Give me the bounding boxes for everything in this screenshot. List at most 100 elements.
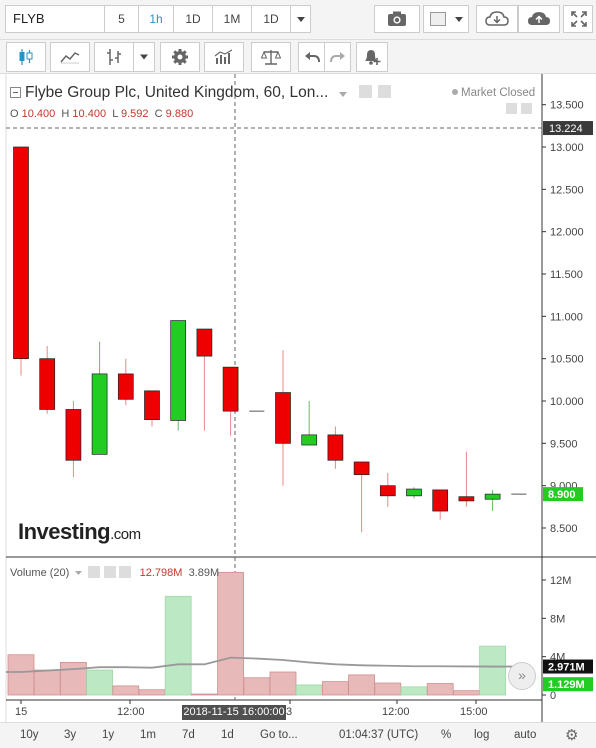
fullscreen-icon (571, 11, 587, 27)
chevron-down-icon (140, 54, 148, 60)
x-label: 15:00 (460, 706, 488, 718)
upload-cloud-button[interactable] (518, 5, 560, 33)
volume-bar (452, 690, 480, 696)
line-chart-icon (60, 52, 80, 64)
settings-small-icon[interactable] (378, 85, 392, 98)
candle-body (379, 485, 396, 497)
interval-dropdown[interactable] (290, 5, 311, 33)
auto-toggle[interactable]: auto (514, 729, 537, 741)
candle-body (275, 392, 291, 444)
ohlc-bar-icon (107, 49, 121, 65)
alert-button[interactable] (356, 42, 388, 72)
interval-1d[interactable]: 1D (173, 5, 213, 33)
price-tick-label: 11.000 (550, 311, 583, 323)
interval-1m[interactable]: 1M (212, 5, 252, 33)
redo-icon (329, 52, 345, 63)
settings-button[interactable] (160, 42, 200, 72)
range-1d[interactable]: 1d (221, 729, 234, 741)
range-3y[interactable]: 3y (64, 729, 77, 741)
candle-body (39, 358, 56, 410)
price-chart[interactable]: 13.500 13.000 12.500 12.000 11.500 11.000 10.5… (0, 74, 596, 748)
range-7d[interactable]: 7d (182, 729, 195, 741)
line-style-button[interactable] (50, 42, 90, 72)
settings-small-icon[interactable] (103, 566, 116, 578)
price-tick-label: 10.000 (550, 396, 584, 408)
candlestick-icon (19, 49, 33, 65)
candle (39, 345, 56, 414)
double-chevron-right-icon: » (518, 667, 526, 683)
scale-up-icon (521, 103, 532, 114)
candle (144, 390, 160, 427)
close-icon[interactable] (118, 566, 131, 578)
volume-bar (60, 662, 87, 696)
volume-bar (400, 686, 428, 696)
volume-header: Volume (20) 12.798M 3.89M (10, 566, 220, 579)
undo-button[interactable] (298, 42, 325, 72)
cloud-upload-icon (528, 12, 550, 25)
goto-button[interactable]: Go to... (260, 729, 298, 741)
candle (222, 366, 239, 436)
volume-bar (164, 595, 192, 696)
log-toggle[interactable]: log (474, 729, 490, 741)
chevron-down-icon[interactable] (338, 92, 347, 97)
investing-logo: Investing.com (18, 519, 141, 544)
candle-body (117, 373, 134, 400)
indicators-button[interactable] (204, 42, 244, 72)
chevron-down-icon (455, 17, 463, 22)
price-tick-label: 13.500 (550, 100, 584, 112)
bell-plus-icon (365, 50, 381, 65)
candle (91, 341, 108, 455)
volume-bar (86, 669, 113, 696)
chart-title: Flybe Group Plc, United Kingdom, 60, Lon… (10, 84, 392, 102)
interval-custom[interactable]: 1D (251, 5, 291, 33)
collapse-icon[interactable] (10, 87, 21, 98)
candle-body (327, 434, 344, 461)
candle (170, 320, 187, 431)
symbol-input[interactable]: FLYB (5, 5, 105, 33)
volume-bar (348, 674, 376, 696)
candle-style-button[interactable] (6, 42, 46, 72)
last-price-label: 8.900 (548, 489, 576, 501)
crosshair-price-box (543, 121, 593, 136)
gear-icon[interactable]: ⚙ (565, 727, 579, 744)
x-label: 15 (15, 706, 28, 718)
download-cloud-button[interactable] (476, 5, 518, 33)
interval-5[interactable]: 5 (104, 5, 139, 33)
top-toolbar: FLYB 5 1h 1D 1M 1D (0, 0, 596, 40)
volume-ma-label: 2.971M (548, 662, 585, 674)
candle (458, 451, 475, 507)
interval-1h[interactable]: 1h (138, 5, 174, 33)
volume-bar (190, 693, 218, 696)
price-tick-label: 13.000 (550, 142, 584, 154)
volume-bar (479, 645, 507, 696)
candle-body (65, 409, 82, 461)
bar-style-button[interactable] (94, 42, 134, 72)
price-tick-label: 11.500 (550, 269, 583, 281)
visibility-icon[interactable] (358, 85, 372, 98)
chart-style-button[interactable] (423, 5, 469, 33)
range-10y[interactable]: 10y (20, 729, 39, 741)
volume-bar (33, 669, 61, 696)
range-1y[interactable]: 1y (102, 729, 115, 741)
candle (406, 487, 422, 499)
range-1m[interactable]: 1m (140, 729, 156, 741)
percent-toggle[interactable]: % (441, 729, 452, 741)
volume-bar (243, 677, 271, 696)
screenshot-button[interactable] (374, 5, 420, 33)
color-swatch-icon (430, 12, 446, 26)
compare-button[interactable] (251, 42, 291, 72)
candle-body (406, 488, 422, 497)
scroll-to-end-button[interactable]: » (508, 662, 536, 690)
redo-button[interactable] (324, 42, 351, 72)
volume-bar (217, 571, 245, 696)
price-tick-label: 8.500 (550, 523, 578, 535)
candle-body (196, 328, 213, 357)
price-tick-label: 12.500 (550, 184, 584, 196)
volume-bar (426, 683, 454, 696)
candle-body (353, 461, 370, 476)
visibility-icon[interactable] (88, 566, 101, 578)
chevron-down-icon[interactable] (75, 571, 83, 575)
fullscreen-button[interactable] (563, 5, 593, 33)
chart-type-dropdown[interactable] (133, 42, 155, 72)
candle-body (301, 434, 318, 446)
